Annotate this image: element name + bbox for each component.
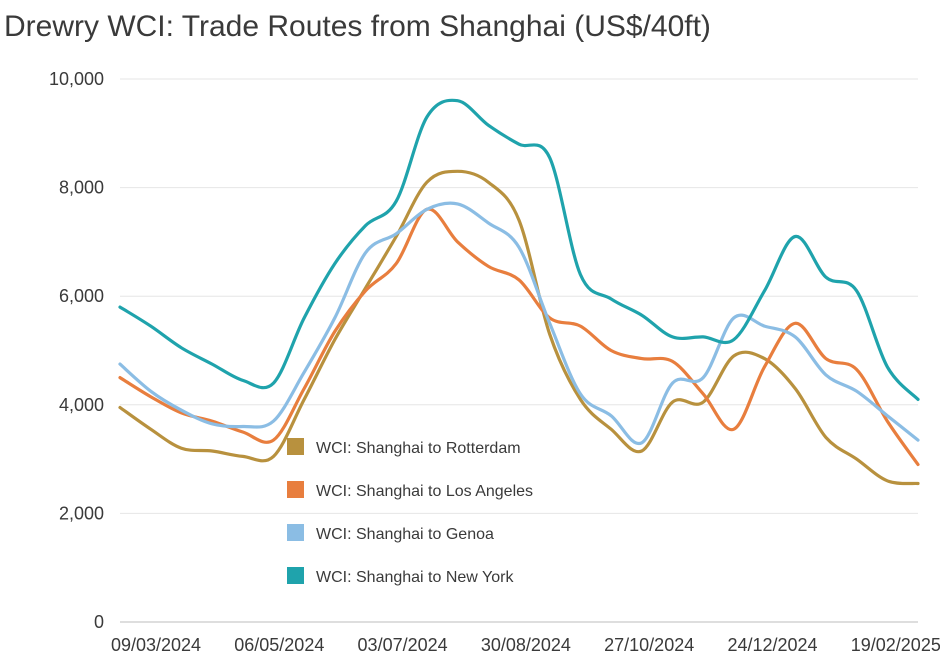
x-tick-label: 19/02/2025	[851, 635, 940, 655]
x-tick-label: 24/12/2024	[727, 635, 817, 655]
legend-swatch	[287, 481, 304, 498]
series-lines	[118, 98, 920, 486]
y-tick-label: 4,000	[59, 395, 104, 415]
y-tick-label: 2,000	[59, 503, 104, 523]
legend-label: WCI: Shanghai to Genoa	[316, 526, 494, 543]
series-line-1	[118, 169, 920, 486]
chart-title: Drewry WCI: Trade Routes from Shanghai (…	[4, 10, 711, 43]
x-axis: 09/03/2024 06/05/2024 03/07/2024 30/08/2024…	[111, 635, 940, 655]
y-tick-label: 0	[94, 612, 104, 632]
legend-label: WCI: Shanghai to Rotterdam	[316, 440, 521, 457]
y-tick-label: 10,000	[49, 69, 104, 89]
legend-label: WCI: Shanghai to New York	[316, 569, 514, 586]
y-axis: 0 2,000 4,000 6,000 8,000 10,000	[49, 69, 104, 632]
x-tick-label: 03/07/2024	[358, 635, 448, 655]
y-tick-label: 6,000	[59, 286, 104, 306]
series-line-4	[118, 98, 920, 401]
x-tick-label: 06/05/2024	[234, 635, 324, 655]
legend-swatch	[287, 438, 304, 455]
legend-swatch	[287, 567, 304, 584]
x-tick-label: 27/10/2024	[604, 635, 694, 655]
grid-lines	[120, 78, 918, 623]
legend: WCI: Shanghai to Rotterdam WCI: Shanghai …	[287, 438, 533, 586]
series-line-3	[118, 201, 920, 446]
legend-swatch	[287, 524, 304, 541]
x-tick-label: 09/03/2024	[111, 635, 201, 655]
legend-label: WCI: Shanghai to Los Angeles	[316, 483, 533, 500]
x-tick-label: 30/08/2024	[481, 635, 571, 655]
y-tick-label: 8,000	[59, 178, 104, 198]
